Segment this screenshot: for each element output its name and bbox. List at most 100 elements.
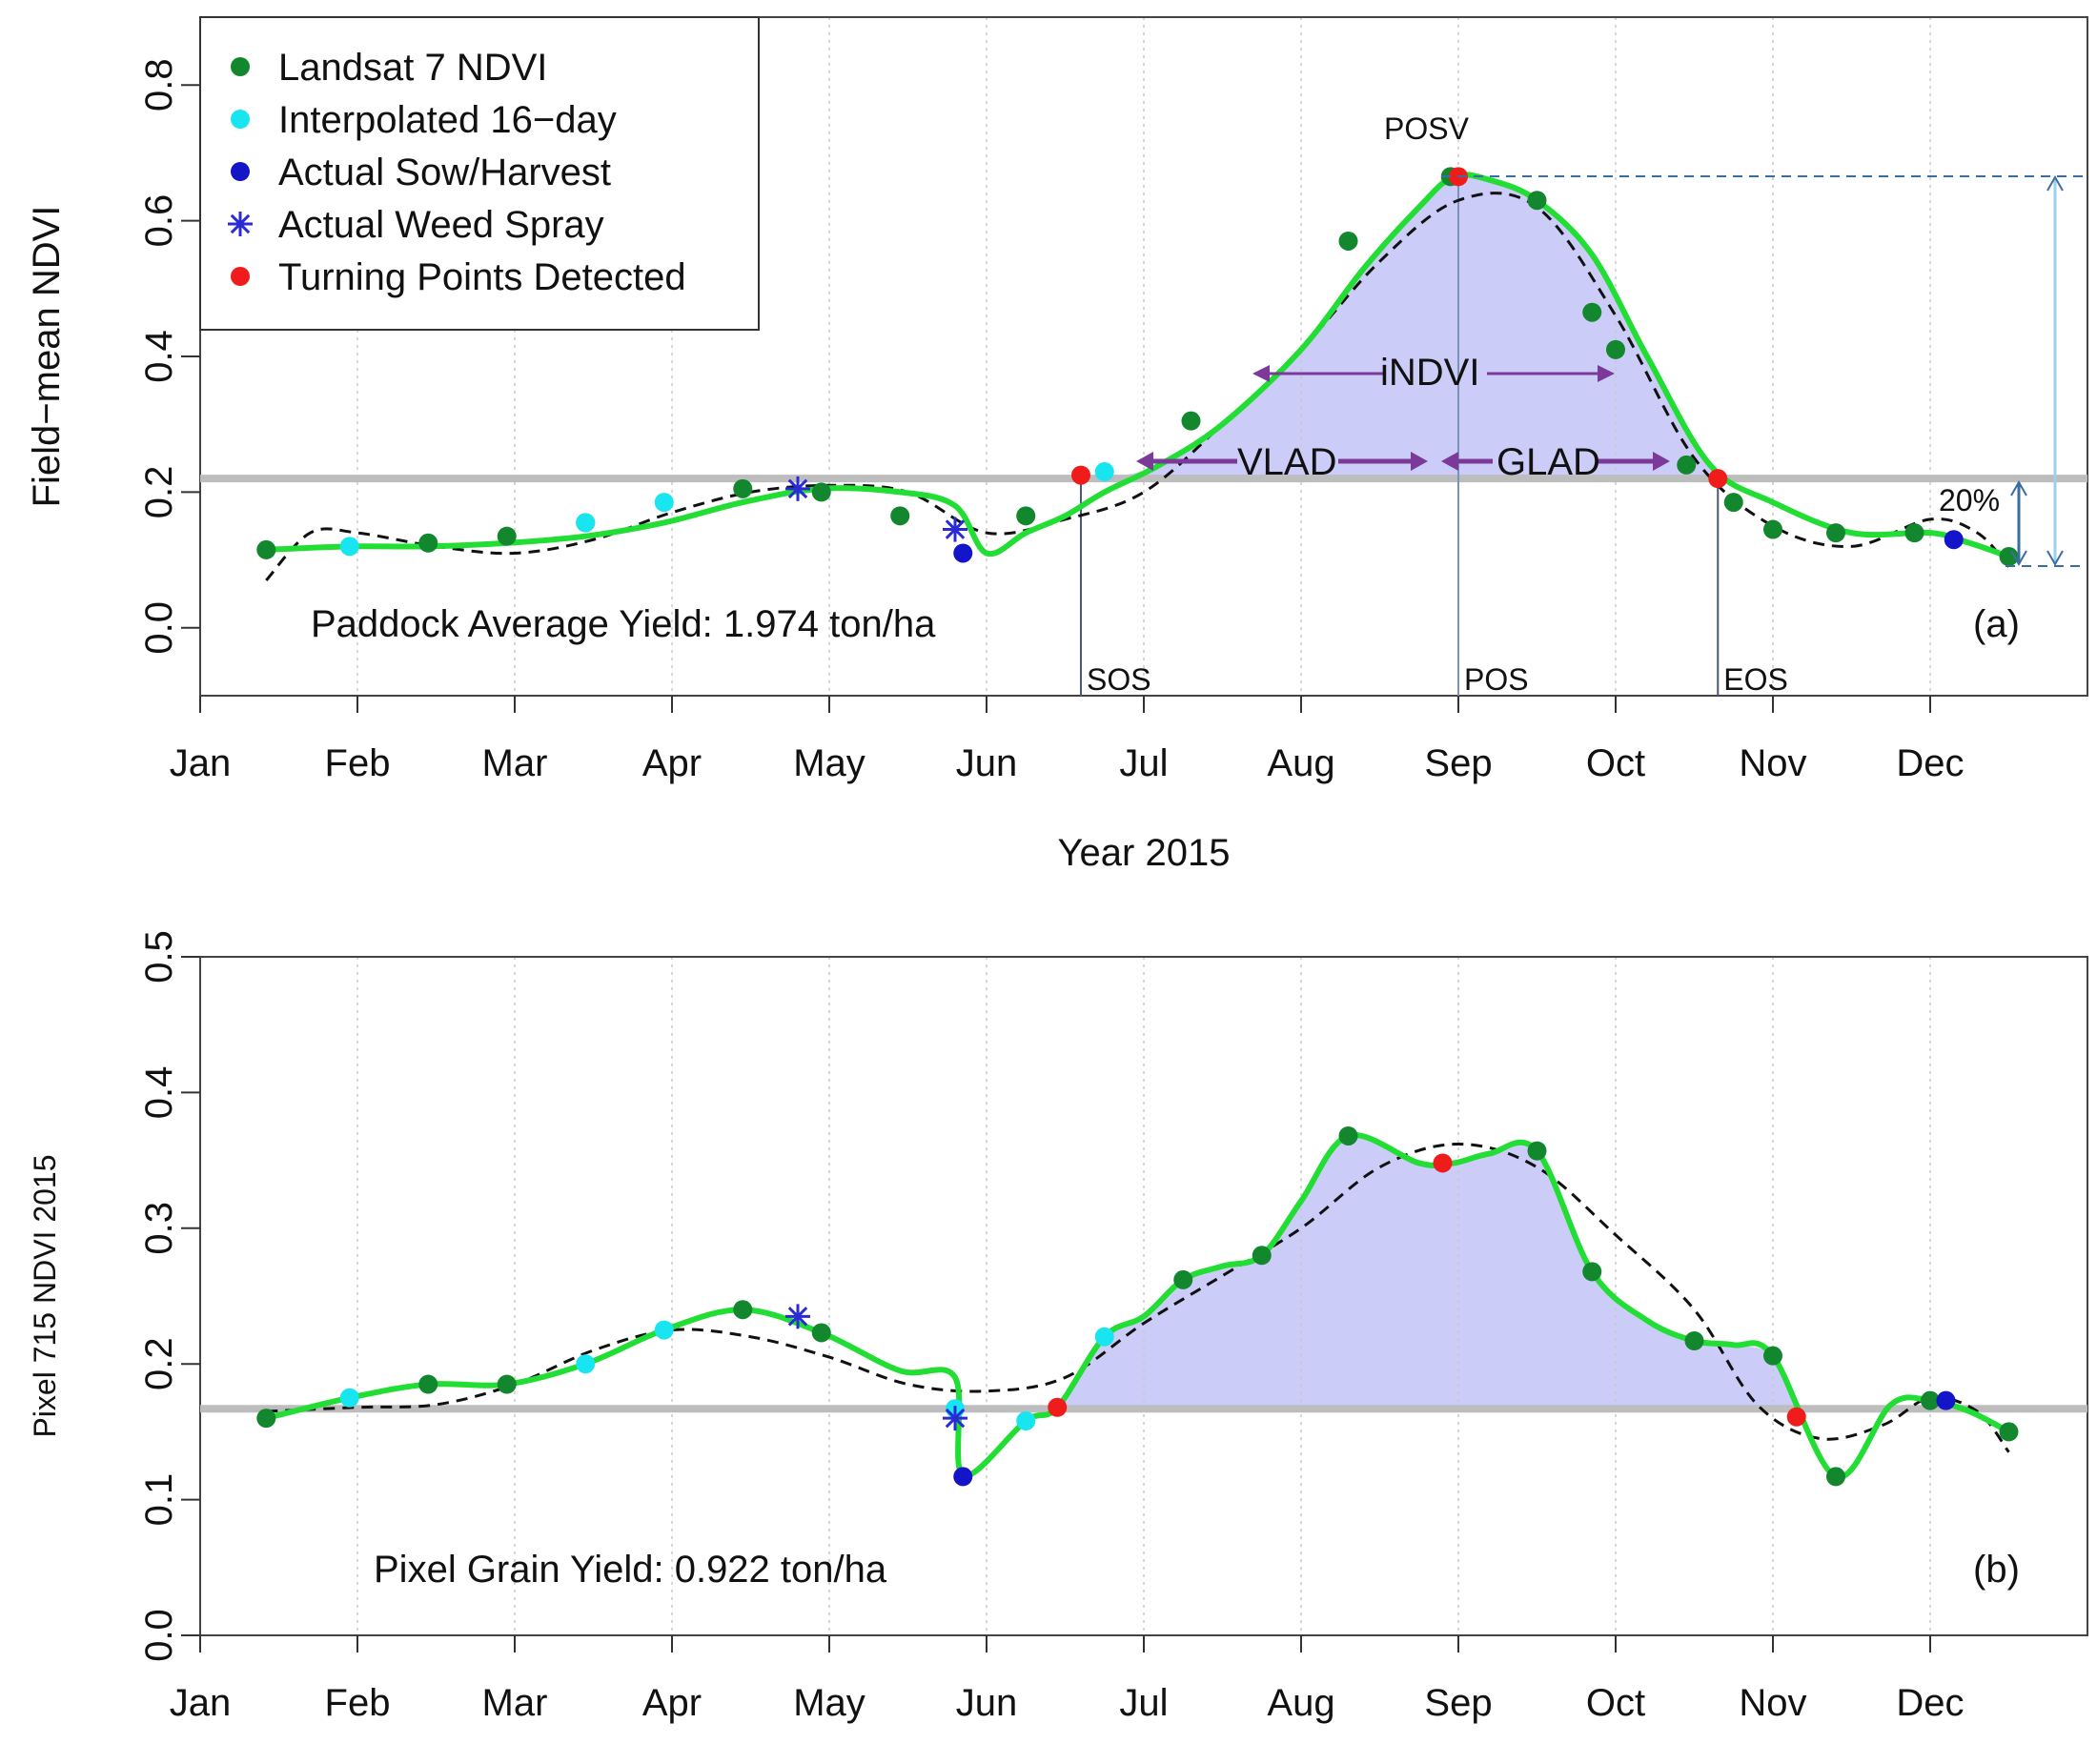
twenty-percent-arrowhead-bottom <box>2010 550 2027 567</box>
legend-item: Turning Points Detected <box>231 256 686 298</box>
x-tick-label: Oct <box>1586 1682 1645 1724</box>
interpolated-point <box>1016 1411 1036 1431</box>
landsat-point <box>1684 1330 1704 1350</box>
landsat-point <box>811 482 831 502</box>
x-tick-label: Jan <box>170 742 232 784</box>
glad-arrowhead-left <box>1441 452 1458 471</box>
x-tick-label: May <box>793 1682 865 1724</box>
annotation-glad: GLAD <box>1496 441 1600 483</box>
interpolated-point <box>1094 1327 1114 1347</box>
landsat-point <box>1338 1125 1358 1146</box>
legend-dot-symbol <box>231 162 250 181</box>
interpolated-point <box>339 537 359 557</box>
legend-item: Landsat 7 NDVI <box>231 47 547 89</box>
landsat-point <box>1904 523 1924 543</box>
smoothed-ndvi-line <box>266 172 2010 559</box>
landsat-point <box>1999 1422 2019 1442</box>
marker-label-pos: POS <box>1464 662 1529 697</box>
weed-spray-point <box>943 517 967 542</box>
interpolated-point <box>654 1320 674 1340</box>
legend-item: Actual Sow/Harvest <box>231 152 611 193</box>
landsat-point <box>1338 231 1358 251</box>
landsat-point <box>1677 455 1697 475</box>
y-tick-label: 0.3 <box>138 1202 180 1255</box>
landsat-point <box>1527 1141 1547 1161</box>
turning-point <box>1071 465 1090 485</box>
legend-star-symbol-stroke <box>230 213 251 234</box>
x-tick-label: Apr <box>642 1682 702 1724</box>
amplitude-arrowhead-bottom <box>2046 550 2064 567</box>
sow-harvest-point <box>953 1467 973 1487</box>
landsat-point <box>1252 1246 1272 1266</box>
landsat-point <box>1999 547 2019 567</box>
turning-point <box>1433 1153 1453 1173</box>
legend-label: Actual Sow/Harvest <box>278 152 611 193</box>
x-tick-label: Sep <box>1424 1682 1492 1724</box>
indvi-arrowhead-right <box>1598 365 1615 382</box>
x-tick-label: May <box>793 742 865 784</box>
vlad-arrowhead-left <box>1136 452 1153 471</box>
interpolated-point <box>576 1354 596 1374</box>
y-tick-label: 0.6 <box>138 194 180 248</box>
x-tick-label: Jul <box>1119 1682 1168 1724</box>
landsat-point <box>1582 1262 1602 1282</box>
landsat-point <box>1826 523 1845 543</box>
legend-label: Turning Points Detected <box>278 256 686 298</box>
integrated-area <box>1053 1135 1797 1413</box>
weed-spray-point-stroke <box>945 1408 966 1429</box>
x-tick-label: Feb <box>325 1682 391 1724</box>
landsat-point <box>1921 1390 1940 1410</box>
a-annotations: POSV iNDVI VLAD GLAD <box>1136 112 2086 567</box>
interpolated-point <box>1094 462 1114 482</box>
smoothed-ndvi-line <box>265 1132 2010 1480</box>
landsat-point <box>733 1300 753 1320</box>
turning-point <box>1708 469 1728 489</box>
x-tick-label: Dec <box>1896 1682 1964 1724</box>
landsat-point <box>497 526 517 546</box>
b-x-axis: Jan Feb Mar Apr May Jun Jul Aug Sep Oct Nov Dec <box>170 1635 1965 1724</box>
landsat-point <box>733 478 753 498</box>
x-tick-label: Jan <box>170 1682 232 1724</box>
sow-harvest-point <box>1944 530 1964 550</box>
a-y-axis-title: Field−mean NDVI <box>26 206 68 508</box>
landsat-point <box>1763 519 1782 539</box>
y-tick-label: 0.4 <box>138 330 180 383</box>
weed-spray-point-stroke <box>787 1307 808 1327</box>
weed-spray-point-stroke <box>787 478 808 499</box>
twenty-percent-arrowhead-top <box>2010 479 2027 497</box>
landsat-point <box>1582 302 1602 322</box>
b-panel-label: (b) <box>1973 1549 2020 1591</box>
panel-b: 0.0 0.1 0.2 0.3 0.4 0.5 Jan Feb Mar Apr May Jun Jul… <box>28 930 2088 1724</box>
sow-harvest-point <box>953 543 973 563</box>
turning-point <box>1786 1407 1806 1427</box>
vlad-arrowhead-right <box>1411 452 1428 471</box>
landsat-point <box>256 1409 276 1429</box>
glad-arrowhead-right <box>1653 452 1670 471</box>
landsat-point <box>1173 1269 1193 1289</box>
b-y-axis: 0.0 0.1 0.2 0.3 0.4 0.5 <box>138 930 200 1662</box>
landsat-point <box>1826 1467 1845 1487</box>
x-tick-label: Aug <box>1267 1682 1334 1724</box>
a-panel-label: (a) <box>1973 603 2020 645</box>
y-tick-label: 0.1 <box>138 1473 180 1527</box>
fitted-curve <box>265 192 2010 581</box>
annotation-twenty-percent: 20% <box>1939 483 2000 517</box>
annotation-indvi: iNDVI <box>1380 352 1479 394</box>
y-tick-label: 0.2 <box>138 1337 180 1390</box>
landsat-point <box>497 1374 517 1394</box>
x-tick-label: Jun <box>956 1682 1018 1724</box>
a-yield-text: Paddock Average Yield: 1.974 ton/ha <box>311 603 936 645</box>
y-tick-label: 0.0 <box>138 1609 180 1662</box>
landsat-point <box>418 533 438 553</box>
interpolated-point <box>654 493 674 513</box>
landsat-point <box>256 539 276 559</box>
marker-label-sos: SOS <box>1087 662 1151 697</box>
a-x-axis-title: Year 2015 <box>1058 832 1231 874</box>
b-gridlines <box>199 957 2088 1635</box>
landsat-point <box>418 1374 438 1394</box>
integrated-area <box>1081 174 1719 480</box>
legend-box <box>199 16 760 331</box>
weed-spray-point <box>785 1304 810 1329</box>
b-series-lines <box>265 1132 2010 1480</box>
